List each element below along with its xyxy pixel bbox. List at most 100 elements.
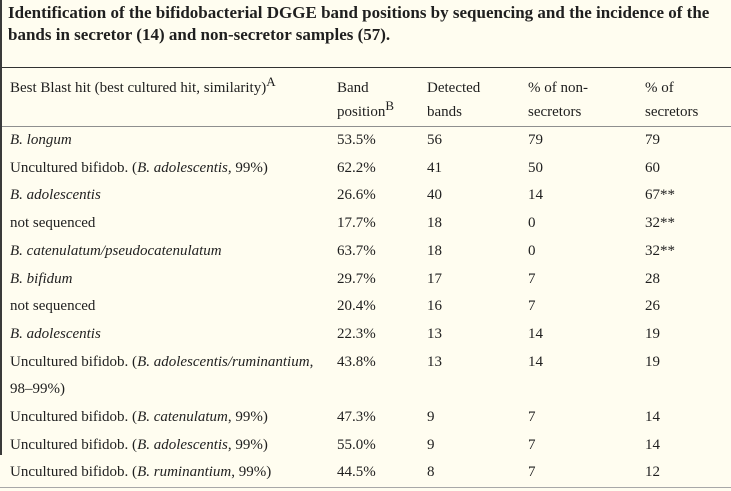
cell-detected-bands: 9	[427, 436, 435, 453]
table-row: B. longum 53.5% 56 79 79	[0, 127, 731, 155]
species-name: B. longum	[10, 132, 72, 148]
cell-band-position: 44.5%	[337, 464, 376, 481]
column-header-pct-secretors: % of secretors	[645, 67, 731, 127]
species-name: B. bifidum	[10, 270, 73, 287]
cell-pct-non-secretors: 14	[528, 187, 543, 204]
cell-band-position: 17.7%	[337, 215, 376, 232]
cell-pct-non-secretors: 7	[528, 270, 536, 287]
table-header-row: Best Blast hit (best cultured hit, simil…	[0, 67, 731, 127]
cell-band-position: 53.5%	[337, 132, 376, 148]
cell-band-position: 63.7%	[337, 242, 376, 259]
cell-detected-bands: 56	[427, 132, 442, 148]
cell-pct-non-secretors: 14	[528, 353, 543, 370]
cell-blast-hit: Uncultured bifidob. (B. adolescentis, 99…	[0, 432, 337, 460]
cell-blast-hit: Uncultured bifidob. (B. adolescentis/rum…	[0, 349, 337, 404]
cell-band-position: 62.2%	[337, 159, 376, 176]
cell-pct-non-secretors: 0	[528, 242, 536, 259]
species-name: B. adolescentis/ruminantium	[137, 353, 310, 370]
species-name: B. ruminantium	[137, 464, 232, 481]
cell-pct-secretors: 26	[645, 298, 660, 315]
cell-pct-secretors: 14	[645, 409, 660, 426]
cell-pct-secretors: 14	[645, 436, 660, 453]
cell-band-position: 47.3%	[337, 409, 376, 426]
cell-band-position: 22.3%	[337, 325, 376, 342]
table-row: Uncultured bifidob. (B. ruminantium, 99%…	[0, 459, 731, 487]
left-edge-rule	[0, 0, 2, 455]
table-row: B. adolescentis 26.6% 40 14 67**	[0, 182, 731, 210]
cell-pct-non-secretors: 14	[528, 325, 543, 342]
header-line: bands	[427, 104, 462, 120]
cell-band-position: 20.4%	[337, 298, 376, 315]
cell-pct-non-secretors: 0	[528, 215, 536, 232]
table-caption: Identification of the bifidobacterial DG…	[8, 3, 710, 44]
cell-pct-secretors: 60	[645, 159, 660, 176]
cell-blast-hit: B. adolescentis	[0, 182, 337, 210]
cell-band-position: 29.7%	[337, 270, 376, 287]
cell-pct-secretors: 28	[645, 270, 660, 287]
species-name: B. adolescentis	[137, 436, 228, 453]
cell-pct-non-secretors: 7	[528, 436, 536, 453]
header-line: % of	[645, 80, 674, 96]
plain-text: , 99%)	[227, 409, 268, 426]
cell-detected-bands: 16	[427, 298, 442, 315]
plain-text: , 99%)	[227, 436, 268, 453]
cell-detected-bands: 13	[427, 325, 442, 342]
header-line: positionB	[337, 98, 395, 120]
dgge-band-table: Best Blast hit (best cultured hit, simil…	[0, 67, 731, 489]
plain-text: , 99%)	[227, 159, 268, 176]
cell-pct-secretors: 67**	[645, 187, 675, 204]
header-line: Best Blast hit (best cultured hit, simil…	[10, 74, 276, 96]
table-row: B. bifidum 29.7% 17 7 28	[0, 266, 731, 294]
table-row: Uncultured bifidob. (B. adolescentis, 99…	[0, 155, 731, 183]
cell-detected-bands: 40	[427, 187, 442, 204]
species-name: B. adolescentis	[137, 159, 228, 176]
cell-pct-secretors: 32**	[645, 242, 675, 259]
plain-text: Uncultured bifidob. (	[10, 353, 138, 370]
species-name: B. catenulatum	[137, 409, 228, 426]
cell-blast-hit: not sequenced	[0, 293, 337, 321]
cell-pct-non-secretors: 7	[528, 464, 536, 481]
table-row: not sequenced 20.4% 16 7 26	[0, 293, 731, 321]
table-row: Uncultured bifidob. (B. adolescentis/rum…	[0, 349, 731, 404]
table-row: not sequenced 17.7% 18 0 32**	[0, 210, 731, 238]
plain-text: not sequenced	[10, 298, 96, 315]
plain-text: Uncultured bifidob. (	[10, 436, 138, 453]
column-header-blast-hit: Best Blast hit (best cultured hit, simil…	[0, 67, 337, 127]
cell-detected-bands: 18	[427, 215, 442, 232]
cell-band-position: 43.8%	[337, 353, 376, 370]
plain-text: Uncultured bifidob. (	[10, 409, 138, 426]
cell-blast-hit: Uncultured bifidob. (B. catenulatum, 99%…	[0, 404, 337, 432]
cell-detected-bands: 41	[427, 159, 442, 176]
plain-text: not sequenced	[10, 215, 96, 232]
cell-pct-non-secretors: 7	[528, 298, 536, 315]
cell-blast-hit: B. longum	[0, 127, 337, 155]
cell-band-position: 26.6%	[337, 187, 376, 204]
footnote-ref: A	[266, 74, 276, 89]
cell-blast-hit: B. bifidum	[0, 266, 337, 294]
cell-pct-non-secretors: 7	[528, 409, 536, 426]
cell-blast-hit: B. catenulatum/pseudocatenulatum	[0, 238, 337, 266]
cell-pct-non-secretors: 50	[528, 159, 543, 176]
table-row: Uncultured bifidob. (B. catenulatum, 99%…	[0, 404, 731, 432]
footnote-ref: B	[385, 98, 395, 113]
cell-detected-bands: 9	[427, 409, 435, 426]
species-name: B. catenulatum/pseudocatenulatum	[10, 242, 222, 259]
table-row: B. catenulatum/pseudocatenulatum 63.7% 18 0…	[0, 238, 731, 266]
cell-blast-hit: Uncultured bifidob. (B. ruminantium, 99%…	[0, 459, 337, 487]
species-name: B. adolescentis	[10, 325, 101, 342]
column-header-detected-bands: Detected bands	[427, 67, 528, 127]
header-line: Band	[337, 80, 369, 96]
header-line: % of non-	[528, 80, 588, 96]
cell-detected-bands: 18	[427, 242, 442, 259]
table-row: B. adolescentis 22.3% 13 14 19	[0, 321, 731, 349]
cell-pct-secretors: 79	[645, 132, 660, 148]
cell-detected-bands: 13	[427, 353, 442, 370]
header-line: Detected	[427, 80, 481, 96]
column-header-pct-non-secretors: % of non-secretors	[528, 67, 645, 127]
column-header-band-position: Band positionB	[337, 67, 427, 127]
table-row: Uncultured bifidob. (B. adolescentis, 99…	[0, 432, 731, 460]
header-line: secretors	[645, 104, 699, 120]
cell-detected-bands: 17	[427, 270, 442, 287]
cell-pct-secretors: 32**	[645, 215, 675, 232]
